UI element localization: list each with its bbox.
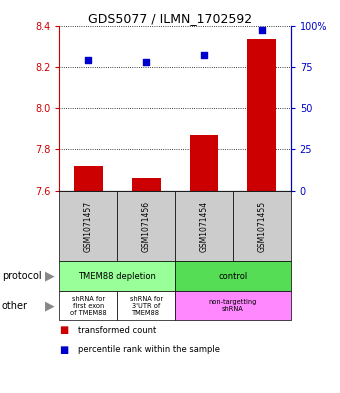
Text: protocol: protocol xyxy=(2,271,41,281)
Text: GSM1071455: GSM1071455 xyxy=(257,200,266,252)
Text: percentile rank within the sample: percentile rank within the sample xyxy=(78,345,220,354)
Text: GSM1071457: GSM1071457 xyxy=(84,200,93,252)
Bar xyxy=(247,39,276,191)
Point xyxy=(259,28,265,34)
Text: other: other xyxy=(2,301,28,310)
Text: TMEM88 depletion: TMEM88 depletion xyxy=(78,272,156,281)
Bar xyxy=(132,178,161,191)
Text: GDS5077 / ILMN_1702592: GDS5077 / ILMN_1702592 xyxy=(88,12,252,25)
Text: GSM1071456: GSM1071456 xyxy=(142,200,151,252)
Point xyxy=(201,52,207,59)
Point xyxy=(86,57,91,63)
Text: ■: ■ xyxy=(59,325,69,335)
Text: GSM1071454: GSM1071454 xyxy=(200,200,208,252)
Text: control: control xyxy=(218,272,248,281)
Bar xyxy=(74,166,103,191)
Text: shRNA for
first exon
of TMEM88: shRNA for first exon of TMEM88 xyxy=(70,296,107,316)
Text: ▶: ▶ xyxy=(45,270,54,283)
Bar xyxy=(190,135,218,191)
Text: ■: ■ xyxy=(59,345,69,355)
Text: non-targetting
shRNA: non-targetting shRNA xyxy=(209,299,257,312)
Text: shRNA for
3'UTR of
TMEM88: shRNA for 3'UTR of TMEM88 xyxy=(130,296,163,316)
Point xyxy=(143,59,149,65)
Text: ▶: ▶ xyxy=(45,299,54,312)
Text: transformed count: transformed count xyxy=(78,326,156,334)
